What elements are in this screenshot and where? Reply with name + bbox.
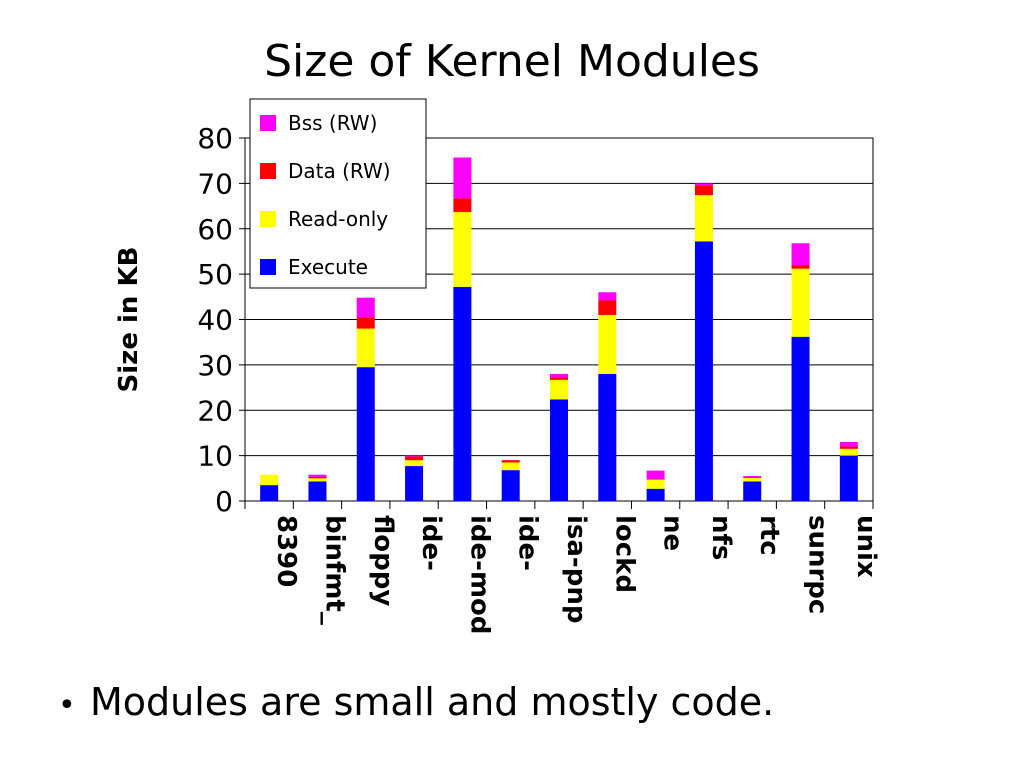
y-tick-label: 70 xyxy=(197,167,233,200)
bar-segment xyxy=(308,478,327,482)
bar-segment xyxy=(791,243,810,266)
y-tick-label: 0 xyxy=(215,485,233,518)
bar-segment xyxy=(694,183,713,186)
bar-segment xyxy=(308,476,327,479)
bullet-point: • Modules are small and mostly code. xyxy=(58,680,774,724)
bar-segment xyxy=(791,336,810,501)
bar-segment xyxy=(550,377,568,380)
bar-segment xyxy=(646,479,665,489)
y-tick-label: 10 xyxy=(197,440,233,473)
bar-segment xyxy=(453,198,472,212)
legend-swatch xyxy=(260,115,276,131)
bar-segment xyxy=(598,292,617,301)
bar-segment xyxy=(598,300,617,315)
bullet-text: Modules are small and mostly code. xyxy=(90,680,775,724)
bar-segment xyxy=(839,455,858,501)
bar-segment xyxy=(550,399,568,501)
legend-swatch xyxy=(260,163,276,179)
bullet-dot-icon: • xyxy=(58,688,76,723)
bar-segment xyxy=(356,297,375,318)
x-tick-label: ide- xyxy=(416,515,446,571)
bar-segment xyxy=(356,328,375,368)
bar-segment xyxy=(453,211,472,287)
bar-segment xyxy=(743,481,762,501)
x-tick-label: floppy xyxy=(368,515,398,606)
bar-segment xyxy=(550,373,568,378)
bar-segment xyxy=(550,379,568,400)
bar-segment xyxy=(356,317,375,329)
stacked-bar-chart: 0 10 20 30 40 50 60 70 80 Size in KB 8390 binfmt_ fl… xyxy=(114,98,881,635)
bar-segment xyxy=(405,456,424,461)
legend-swatch xyxy=(260,211,276,227)
legend-label: Execute xyxy=(288,255,368,279)
y-tick-label: 60 xyxy=(197,213,233,246)
x-tick-label: lockd xyxy=(609,515,639,593)
bar-segment xyxy=(646,470,665,480)
bar-segment xyxy=(405,455,424,457)
x-tick-label: binfmt_ xyxy=(319,515,349,625)
bar-segment xyxy=(694,241,713,501)
y-tick-label: 40 xyxy=(197,304,233,337)
bar-segment xyxy=(356,367,375,501)
y-tick-label: 20 xyxy=(197,394,233,427)
x-tick-label: 8390 xyxy=(271,515,301,587)
bar-segment xyxy=(501,460,520,463)
legend-box xyxy=(249,98,427,289)
bar-segment xyxy=(598,373,617,501)
bar-segment xyxy=(405,460,424,467)
y-tick-label: 80 xyxy=(197,122,233,155)
legend-label: Read-only xyxy=(288,207,388,231)
bar-segment xyxy=(308,481,327,501)
bar-segment xyxy=(743,477,762,482)
x-tick-label: sunrpc xyxy=(803,515,833,614)
x-tick-label: nfs xyxy=(706,515,736,560)
bar-segment xyxy=(646,488,665,501)
y-tick-label: 30 xyxy=(197,349,233,382)
legend-label: Bss (RW) xyxy=(288,111,377,135)
bar-segment xyxy=(501,462,520,471)
bar-segment xyxy=(694,185,713,196)
x-tick-label: ide-mod xyxy=(464,515,494,635)
bar-segment xyxy=(260,485,279,501)
bar-segment xyxy=(694,195,713,242)
bar-segment xyxy=(501,470,520,501)
bar-segment xyxy=(839,442,858,447)
x-tick-label: rtc xyxy=(754,515,784,556)
bar-segment xyxy=(791,268,810,337)
bar-segment xyxy=(839,446,858,449)
y-tick-label: 50 xyxy=(197,258,233,291)
legend-label: Data (RW) xyxy=(288,159,391,183)
bar-segment xyxy=(743,476,762,478)
bar-segment xyxy=(308,474,327,477)
x-tick-label: isa-pnp xyxy=(561,515,591,623)
bar-segment xyxy=(453,286,472,501)
bar-segment xyxy=(453,157,472,199)
x-tick-label: ne xyxy=(658,515,688,551)
bar-segment xyxy=(598,314,617,374)
y-axis-label: Size in KB xyxy=(114,247,144,393)
slide-title: Size of Kernel Modules xyxy=(264,36,760,87)
x-tick-label: ide- xyxy=(513,515,543,571)
bar-segment xyxy=(791,265,810,269)
bar-segment xyxy=(839,448,858,456)
legend-swatch xyxy=(260,259,276,275)
x-tick-label: unix xyxy=(851,515,881,578)
bar-segment xyxy=(743,476,762,477)
bar-segment xyxy=(405,466,424,501)
bar-segment xyxy=(260,474,279,486)
